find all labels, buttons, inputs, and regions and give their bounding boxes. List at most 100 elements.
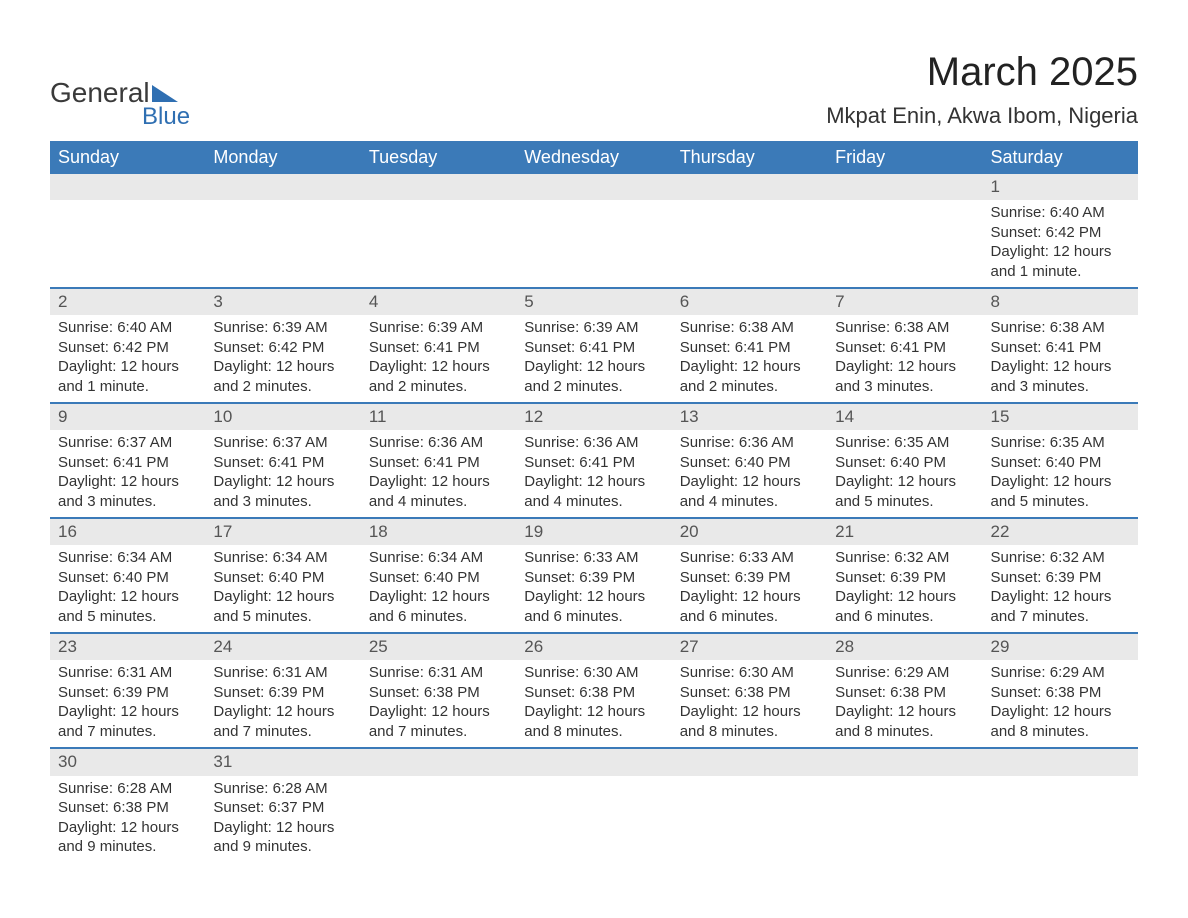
day-line <box>369 203 508 223</box>
day-cell: Sunrise: 6:39 AMSunset: 6:41 PMDaylight:… <box>516 315 671 403</box>
weekday-header: Saturday <box>983 141 1138 174</box>
day-line <box>524 262 663 282</box>
day-content-row: Sunrise: 6:28 AMSunset: 6:38 PMDaylight:… <box>50 776 1138 863</box>
day-line <box>58 203 197 223</box>
day-line: and 2 minutes. <box>680 377 819 397</box>
day-number: 6 <box>672 288 827 315</box>
weekday-header: Wednesday <box>516 141 671 174</box>
day-number: 17 <box>205 518 360 545</box>
day-line: Sunset: 6:42 PM <box>213 338 352 358</box>
day-line: and 5 minutes. <box>213 607 352 627</box>
calendar-table: Sunday Monday Tuesday Wednesday Thursday… <box>50 141 1138 863</box>
day-number-row: 9101112131415 <box>50 403 1138 430</box>
day-cell: Sunrise: 6:34 AMSunset: 6:40 PMDaylight:… <box>50 545 205 633</box>
day-number: 1 <box>983 174 1138 200</box>
day-number: 16 <box>50 518 205 545</box>
day-line: Sunrise: 6:31 AM <box>213 663 352 683</box>
day-line: Sunset: 6:41 PM <box>835 338 974 358</box>
day-line: Sunset: 6:38 PM <box>991 683 1130 703</box>
day-line <box>369 779 508 799</box>
day-line: and 7 minutes. <box>213 722 352 742</box>
day-number <box>516 174 671 200</box>
day-line <box>524 242 663 262</box>
day-line: Daylight: 12 hours <box>991 242 1130 262</box>
day-cell <box>50 200 205 288</box>
day-line: Sunset: 6:40 PM <box>835 453 974 473</box>
day-cell: Sunrise: 6:31 AMSunset: 6:39 PMDaylight:… <box>50 660 205 748</box>
day-number-row: 16171819202122 <box>50 518 1138 545</box>
day-line: Sunrise: 6:33 AM <box>680 548 819 568</box>
day-cell <box>672 200 827 288</box>
weekday-header: Thursday <box>672 141 827 174</box>
day-number-row: 3031 <box>50 748 1138 775</box>
day-line: and 6 minutes. <box>680 607 819 627</box>
day-line: Sunrise: 6:28 AM <box>58 779 197 799</box>
day-line: Sunset: 6:41 PM <box>524 453 663 473</box>
day-cell: Sunrise: 6:38 AMSunset: 6:41 PMDaylight:… <box>827 315 982 403</box>
day-line <box>835 242 974 262</box>
day-cell: Sunrise: 6:31 AMSunset: 6:39 PMDaylight:… <box>205 660 360 748</box>
day-line: Sunrise: 6:39 AM <box>369 318 508 338</box>
day-line: and 8 minutes. <box>680 722 819 742</box>
day-line: Daylight: 12 hours <box>835 357 974 377</box>
day-cell: Sunrise: 6:30 AMSunset: 6:38 PMDaylight:… <box>672 660 827 748</box>
day-number: 13 <box>672 403 827 430</box>
day-cell: Sunrise: 6:37 AMSunset: 6:41 PMDaylight:… <box>50 430 205 518</box>
day-line: Daylight: 12 hours <box>369 472 508 492</box>
day-cell: Sunrise: 6:39 AMSunset: 6:42 PMDaylight:… <box>205 315 360 403</box>
day-line <box>369 818 508 838</box>
day-cell: Sunrise: 6:34 AMSunset: 6:40 PMDaylight:… <box>361 545 516 633</box>
day-line: Sunrise: 6:36 AM <box>369 433 508 453</box>
day-number: 31 <box>205 748 360 775</box>
day-number: 29 <box>983 633 1138 660</box>
day-line: Daylight: 12 hours <box>524 472 663 492</box>
day-line: Sunset: 6:39 PM <box>835 568 974 588</box>
day-line: Daylight: 12 hours <box>369 702 508 722</box>
day-line: and 7 minutes. <box>369 722 508 742</box>
day-line: Daylight: 12 hours <box>835 702 974 722</box>
day-line <box>369 242 508 262</box>
day-line: Sunset: 6:38 PM <box>835 683 974 703</box>
day-line <box>524 837 663 857</box>
day-cell <box>983 776 1138 863</box>
day-line: Sunrise: 6:29 AM <box>991 663 1130 683</box>
day-content-row: Sunrise: 6:40 AMSunset: 6:42 PMDaylight:… <box>50 200 1138 288</box>
logo-text-general: General <box>50 79 150 107</box>
day-content-row: Sunrise: 6:31 AM Sunset: 6:39 PM Daylight:… <box>50 660 1138 748</box>
day-line: Daylight: 12 hours <box>524 702 663 722</box>
day-line: and 1 minute. <box>58 377 197 397</box>
day-line <box>680 779 819 799</box>
day-line <box>835 818 974 838</box>
weekday-header: Tuesday <box>361 141 516 174</box>
weekday-header: Monday <box>205 141 360 174</box>
day-number <box>205 174 360 200</box>
day-cell: Sunrise: 6:36 AMSunset: 6:41 PMDaylight:… <box>361 430 516 518</box>
day-line: Daylight: 12 hours <box>213 702 352 722</box>
day-line: Daylight: 12 hours <box>213 357 352 377</box>
day-line: Sunset: 6:38 PM <box>524 683 663 703</box>
day-cell <box>827 200 982 288</box>
day-line: and 3 minutes. <box>835 377 974 397</box>
day-number: 9 <box>50 403 205 430</box>
day-line: Sunrise: 6:29 AM <box>835 663 974 683</box>
day-line: and 5 minutes. <box>58 607 197 627</box>
day-line <box>835 779 974 799</box>
weekday-header: Sunday <box>50 141 205 174</box>
day-line: Sunset: 6:39 PM <box>58 683 197 703</box>
day-line: Sunrise: 6:37 AM <box>213 433 352 453</box>
day-line: Sunrise: 6:30 AM <box>524 663 663 683</box>
day-line: and 3 minutes. <box>991 377 1130 397</box>
day-line: Sunset: 6:39 PM <box>680 568 819 588</box>
day-content-row: Sunrise: 6:40 AMSunset: 6:42 PMDaylight:… <box>50 315 1138 403</box>
day-line: and 4 minutes. <box>369 492 508 512</box>
day-line: Sunset: 6:37 PM <box>213 798 352 818</box>
day-line: Sunset: 6:41 PM <box>58 453 197 473</box>
day-cell: Sunrise: 6:34 AMSunset: 6:40 PMDaylight:… <box>205 545 360 633</box>
day-line: Daylight: 12 hours <box>369 357 508 377</box>
day-line: Daylight: 12 hours <box>213 587 352 607</box>
day-line: Daylight: 12 hours <box>524 357 663 377</box>
day-line: Sunrise: 6:31 AM <box>369 663 508 683</box>
day-number: 14 <box>827 403 982 430</box>
header: General Blue March 2025 Mkpat Enin, Akwa… <box>50 50 1138 129</box>
day-line: and 9 minutes. <box>213 837 352 857</box>
